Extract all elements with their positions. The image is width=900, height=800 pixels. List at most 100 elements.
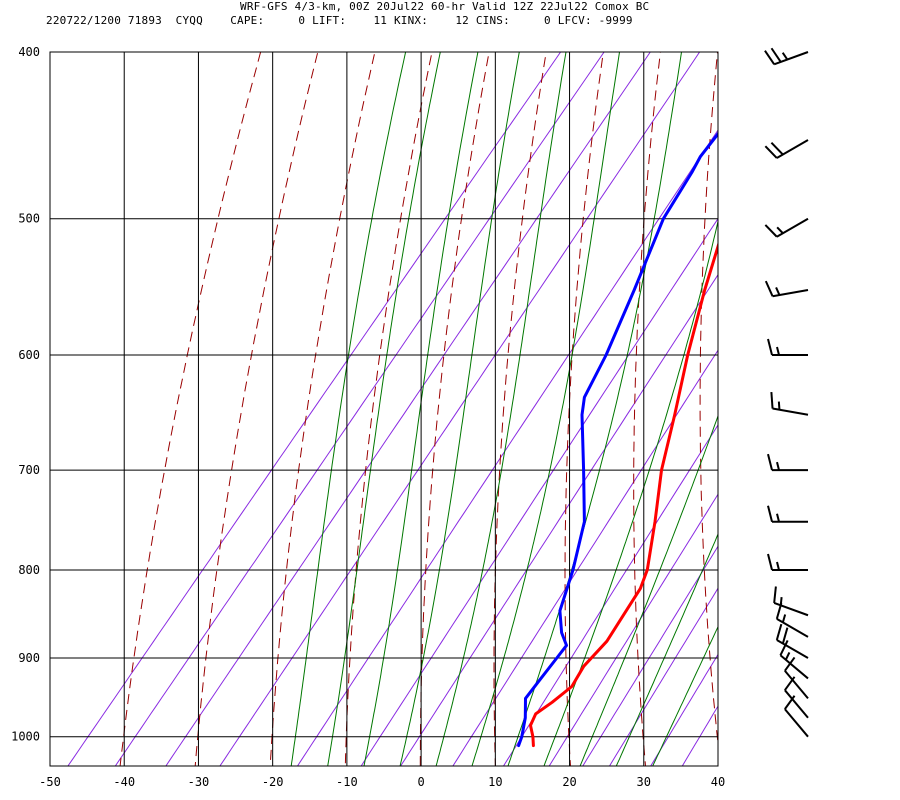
moist-adiabat-line bbox=[327, 52, 441, 766]
wind-barb-feather bbox=[775, 602, 783, 620]
dry-adiabat-line bbox=[269, 52, 376, 766]
wind-barb-feather bbox=[770, 392, 774, 409]
thermodynamic-background bbox=[67, 0, 900, 780]
wind-barb-half-feather bbox=[776, 461, 780, 471]
wind-barb bbox=[764, 47, 809, 66]
wind-barb-half-feather bbox=[781, 52, 789, 61]
wind-barb bbox=[775, 602, 809, 638]
mixing-ratio-line bbox=[114, 52, 605, 766]
temperature-tick-label: -50 bbox=[39, 775, 61, 789]
wind-barb-staff bbox=[776, 217, 809, 238]
dry-adiabat-line bbox=[564, 52, 604, 766]
chart-title: WRF-GFS 4/3-km, 00Z 20Jul22 60-hr Valid … bbox=[240, 0, 650, 13]
temperature-tick-label: -30 bbox=[188, 775, 210, 789]
moist-adiabat-line bbox=[615, 532, 718, 766]
axis-tick-labels: 400 500 600 700 800 900 1000 -50 -40 -30 -20 -10 0 10… bbox=[11, 45, 725, 789]
mixing-ratio-line bbox=[608, 587, 718, 766]
pressure-temperature-grid bbox=[49, 51, 719, 766]
temperature-tick-label: -10 bbox=[336, 775, 358, 789]
wind-barb bbox=[767, 338, 808, 356]
dry-adiabat-line bbox=[119, 52, 262, 766]
station-stats-line: 220722/1200 71893 CYQQ CAPE: 0 LIFT: 11 … bbox=[46, 14, 633, 27]
dry-adiabat-line bbox=[887, 0, 900, 780]
wind-barb bbox=[770, 392, 809, 416]
mixing-ratio-line bbox=[548, 493, 718, 766]
wind-barb bbox=[764, 217, 809, 238]
wind-barb-half-feather bbox=[776, 513, 780, 522]
wind-barb-feather bbox=[764, 280, 774, 297]
wind-barb-feather bbox=[775, 623, 783, 641]
wind-barb-feather bbox=[767, 338, 773, 356]
moist-adiabat-line bbox=[579, 414, 718, 766]
pressure-tick-label: 1000 bbox=[11, 730, 40, 744]
wind-barb bbox=[767, 553, 808, 571]
moist-adiabat-line bbox=[543, 219, 718, 766]
wind-barb-staff bbox=[784, 708, 809, 738]
dry-adiabat-line bbox=[699, 52, 718, 748]
wind-barb-staff bbox=[784, 670, 809, 700]
wind-barb-feather bbox=[764, 224, 778, 238]
temperature-profile-line bbox=[529, 241, 718, 748]
wind-barb bbox=[764, 280, 809, 298]
wind-barb-feather bbox=[770, 47, 782, 63]
temperature-tick-label: 0 bbox=[417, 775, 424, 789]
moist-adiabat-line bbox=[652, 625, 718, 766]
moist-adiabat-line bbox=[471, 52, 621, 766]
wind-barb-half-feather bbox=[781, 614, 787, 623]
mixing-ratio-line bbox=[296, 129, 718, 766]
sounding-profiles bbox=[517, 131, 718, 748]
wind-barb bbox=[767, 505, 808, 523]
wind-barb bbox=[784, 656, 809, 700]
wind-barb-feather bbox=[784, 656, 796, 672]
wind-barb-feather bbox=[784, 676, 796, 691]
mixing-ratio-line bbox=[165, 52, 651, 766]
pressure-tick-label: 500 bbox=[18, 212, 40, 226]
wind-barb bbox=[775, 623, 809, 659]
wind-barb-half-feather bbox=[776, 561, 780, 571]
wind-barb-staff bbox=[776, 618, 809, 638]
pressure-tick-label: 800 bbox=[18, 563, 40, 577]
pressure-tick-label: 700 bbox=[18, 463, 40, 477]
wind-barb-feather bbox=[781, 627, 789, 644]
mixing-ratio-line bbox=[582, 545, 718, 766]
wind-barb-column bbox=[764, 47, 809, 738]
mixing-ratio-line bbox=[650, 653, 718, 766]
temperature-tick-label: 40 bbox=[711, 775, 725, 789]
pressure-tick-label: 400 bbox=[18, 45, 40, 59]
plot-frame bbox=[49, 51, 719, 767]
wind-barb-feather bbox=[779, 640, 789, 656]
mixing-ratio-line bbox=[502, 424, 718, 766]
mixing-ratio-line bbox=[681, 705, 718, 766]
temperature-tick-label: -40 bbox=[113, 775, 135, 789]
wind-barb-half-feather bbox=[784, 651, 791, 661]
mixing-ratio-line bbox=[67, 52, 562, 766]
wind-barb-half-feather bbox=[776, 346, 780, 356]
wind-barb-feather bbox=[767, 453, 773, 471]
wind-barb-feather bbox=[767, 553, 773, 571]
mixing-ratio-line bbox=[219, 52, 701, 766]
moist-adiabat-line bbox=[363, 52, 479, 766]
wind-barb-feather bbox=[770, 141, 784, 156]
wind-barb-feather bbox=[764, 145, 778, 159]
temperature-tick-label: 20 bbox=[562, 775, 576, 789]
dry-adiabat-line bbox=[419, 52, 490, 766]
temperature-tick-label: 10 bbox=[488, 775, 502, 789]
wind-barb-feather bbox=[773, 586, 777, 604]
pressure-tick-label: 600 bbox=[18, 348, 40, 362]
dewpoint-profile-line bbox=[517, 131, 718, 748]
moist-adiabat-line bbox=[435, 52, 567, 766]
pressure-tick-label: 900 bbox=[18, 651, 40, 665]
wind-barb bbox=[764, 139, 809, 159]
moist-adiabat-line bbox=[290, 52, 407, 766]
wind-barb-staff bbox=[784, 689, 809, 719]
temperature-tick-label: -20 bbox=[262, 775, 284, 789]
wind-barb-half-feather bbox=[775, 287, 781, 296]
wind-barb-feather bbox=[764, 50, 775, 65]
dry-adiabat-line bbox=[827, 0, 874, 780]
dry-adiabat-line bbox=[194, 52, 319, 766]
wind-barb-half-feather bbox=[776, 226, 784, 234]
dry-adiabat-line bbox=[633, 52, 661, 766]
wind-barb-half-feather bbox=[777, 401, 781, 410]
wind-barb-feather bbox=[767, 505, 773, 522]
